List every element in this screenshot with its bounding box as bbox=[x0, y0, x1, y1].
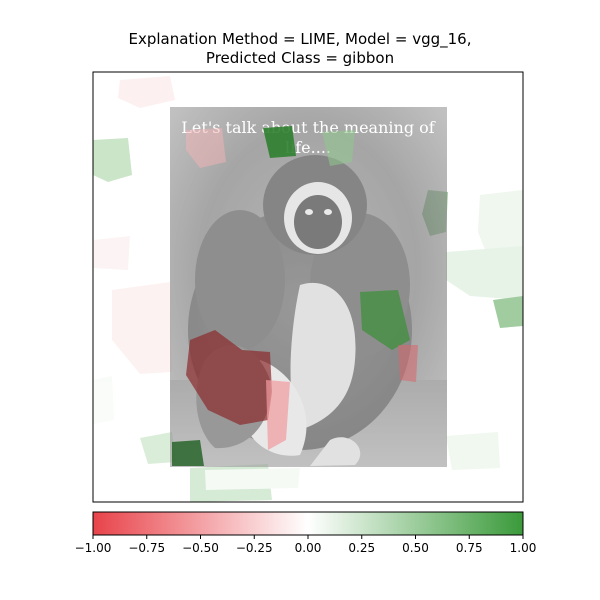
photo-superpixels bbox=[172, 126, 418, 466]
colorbar-tick-label: 1.00 bbox=[509, 541, 537, 555]
colorbar-tick-label: −0.75 bbox=[128, 541, 166, 555]
colorbar-tick-label: 0.25 bbox=[348, 541, 376, 555]
colorbar-tick-label: −0.25 bbox=[235, 541, 273, 555]
image-axes-frame bbox=[92, 71, 524, 503]
figure-title-line-1: Explanation Method = LIME, Model = vgg_1… bbox=[128, 30, 472, 48]
image-axes: Let's talk about the meaning of life.... bbox=[93, 72, 523, 502]
colorbar-tick-label: 0.00 bbox=[294, 541, 322, 555]
figure-title-line-2: Predicted Class = gibbon bbox=[205, 49, 395, 67]
colorbar bbox=[92, 511, 524, 539]
colorbar-tick-label: 0.50 bbox=[402, 541, 429, 555]
colorbar-ticks bbox=[92, 535, 524, 539]
photo-caption-line-2: life.... bbox=[285, 138, 331, 157]
colorbar-tick-label: −0.50 bbox=[182, 541, 219, 555]
colorbar-tick-label: 0.75 bbox=[455, 541, 483, 555]
photo-caption-line-1: Let's talk about the meaning of bbox=[181, 118, 435, 137]
colorbar-tick-label: −1.00 bbox=[74, 541, 112, 555]
colorbar-gradient bbox=[93, 512, 523, 535]
